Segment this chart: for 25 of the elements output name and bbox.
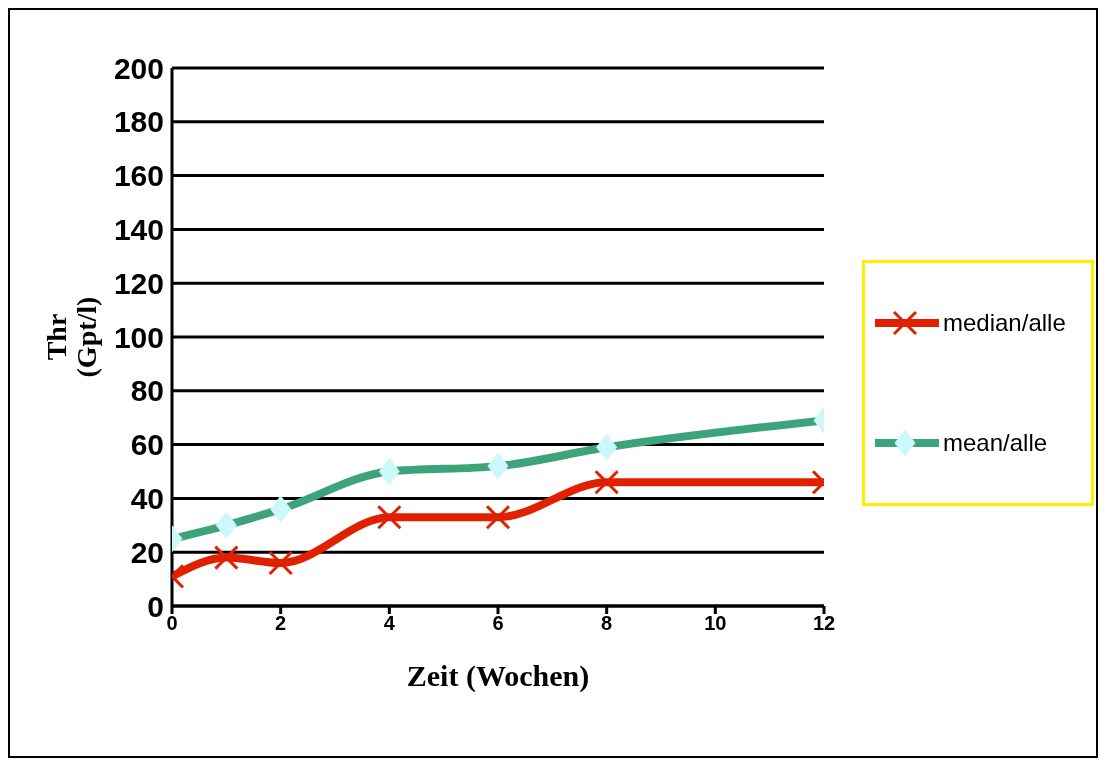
y-tick-label: 100 xyxy=(113,320,164,354)
x-tick-label: 4 xyxy=(383,612,396,635)
x-tick-label: 2 xyxy=(275,612,287,635)
y-tick-label: 120 xyxy=(113,266,164,300)
legend-label: mean/alle xyxy=(943,429,1048,457)
point xyxy=(485,504,511,530)
x-tick-label: 6 xyxy=(492,612,504,635)
y-tick-label: 80 xyxy=(130,374,164,408)
y-tick-label: 40 xyxy=(130,482,164,516)
y-tick-label: 200 xyxy=(113,51,164,85)
y-tick-label: 60 xyxy=(130,428,164,462)
x-tick-label: 0 xyxy=(166,612,178,635)
point xyxy=(268,550,294,576)
y-tick-label: 180 xyxy=(113,105,164,139)
x-tick-label: 8 xyxy=(601,612,613,635)
y-axis-title: Thr (Gpt/l) xyxy=(41,296,102,378)
legend-label: median/alle xyxy=(943,309,1066,337)
y-tick-label: 160 xyxy=(113,159,164,193)
y-tick-label: 140 xyxy=(113,213,164,247)
x-tick-label: 12 xyxy=(812,612,836,635)
point xyxy=(376,504,402,530)
x-axis-title: Zeit (Wochen) xyxy=(406,659,590,693)
point xyxy=(213,545,239,571)
y-tick-label: 20 xyxy=(130,535,164,569)
x-tick-label: 10 xyxy=(704,612,727,635)
